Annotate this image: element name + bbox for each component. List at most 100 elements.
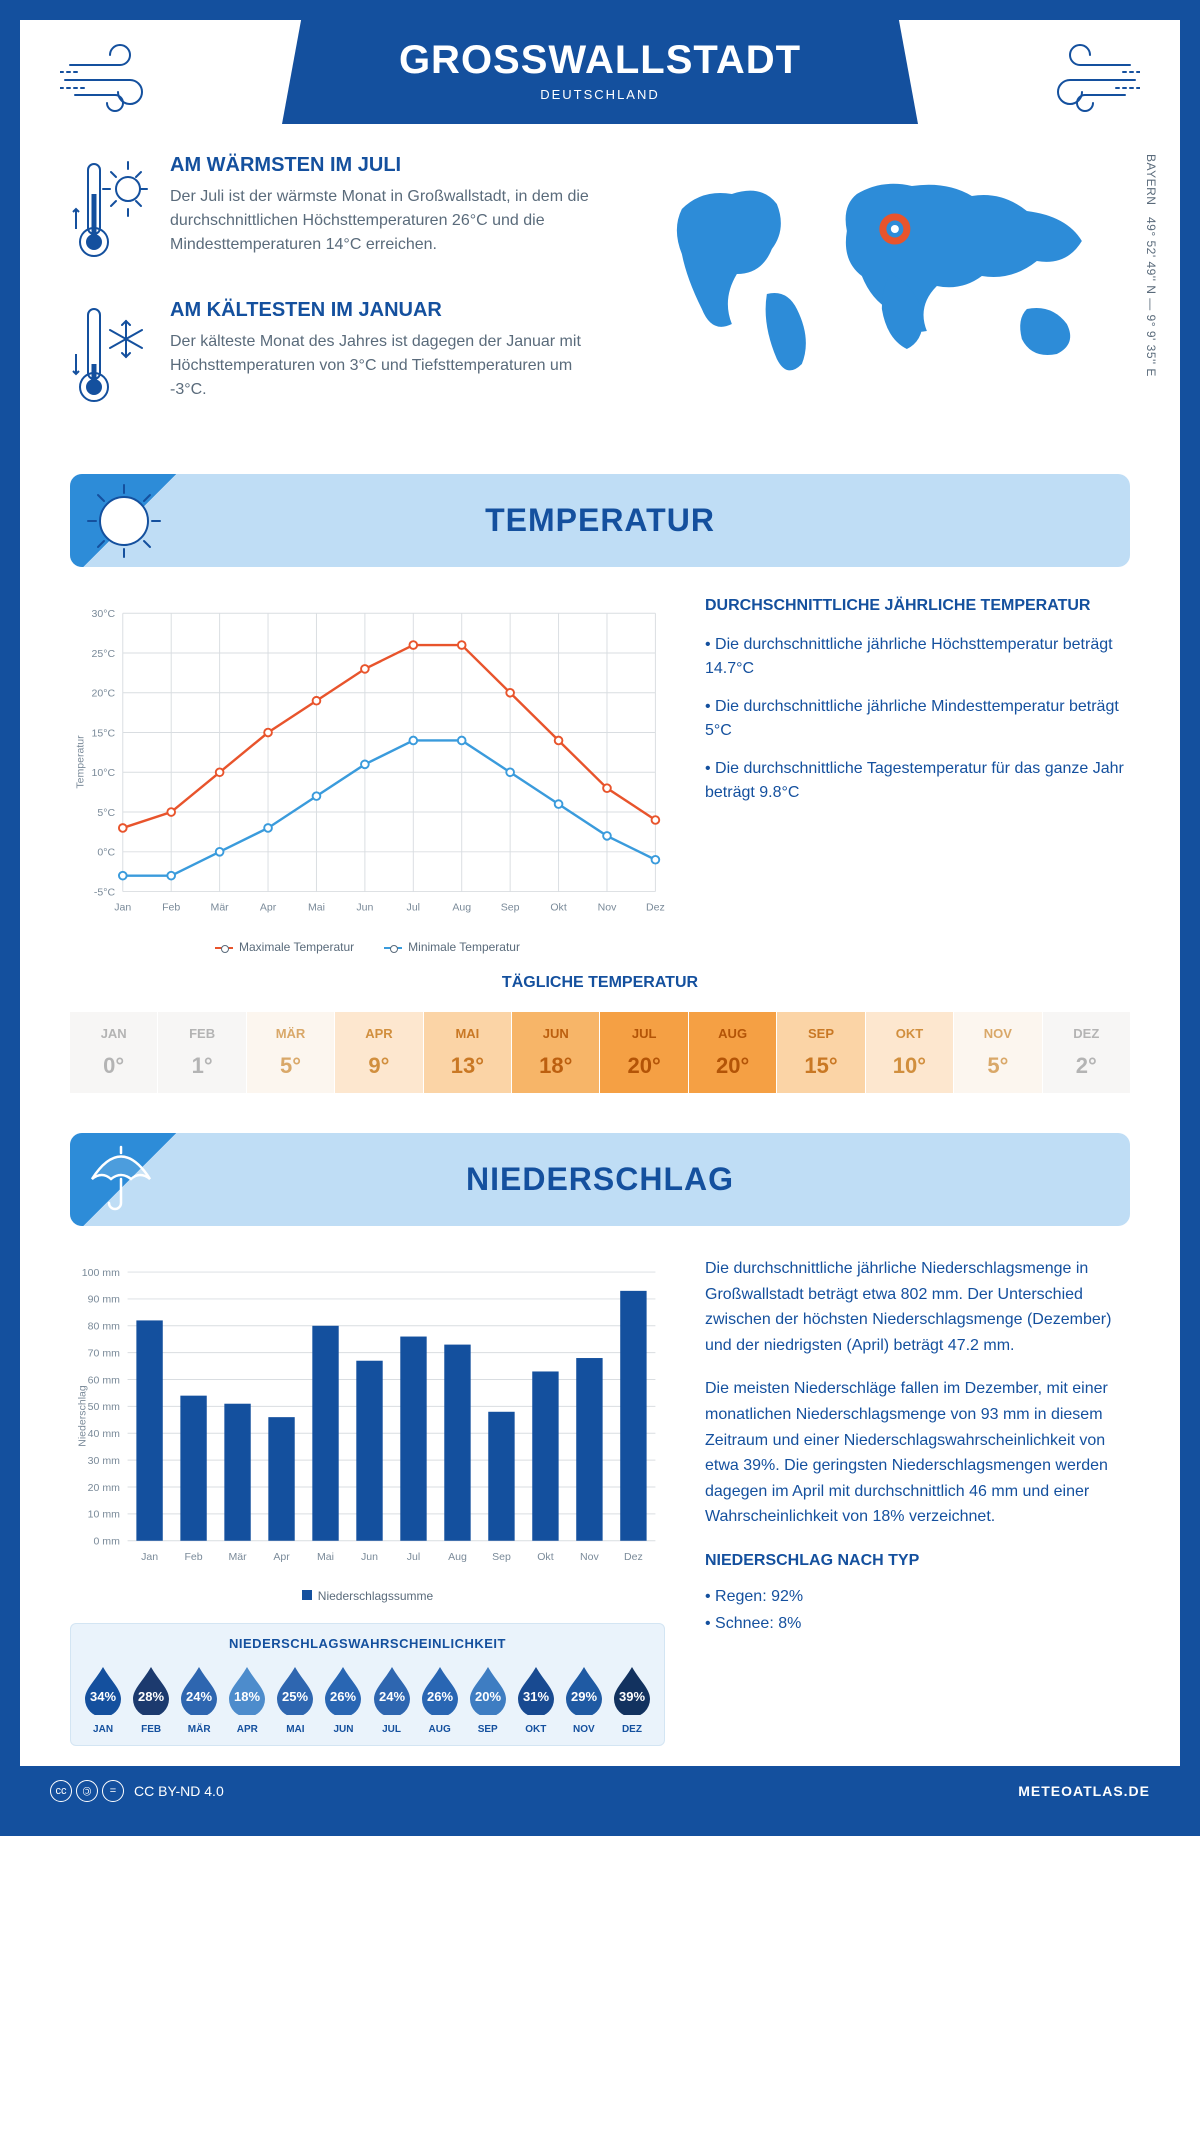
svg-text:Sep: Sep xyxy=(501,902,520,914)
precip-summary: Die durchschnittliche jährliche Niedersc… xyxy=(705,1256,1130,1746)
svg-text:Aug: Aug xyxy=(448,1551,467,1563)
world-map: BAYERN 49° 52' 49'' N — 9° 9' 35'' E xyxy=(644,154,1130,444)
svg-text:0°C: 0°C xyxy=(97,847,115,859)
section-temperature: TEMPERATUR xyxy=(70,474,1130,567)
precip-prob-drop: 24%MÄR xyxy=(177,1663,221,1735)
precip-prob-drop: 20%SEP xyxy=(466,1663,510,1735)
svg-text:Jul: Jul xyxy=(407,902,420,914)
daily-temp-cell: OKT10° xyxy=(866,1012,953,1093)
svg-text:5°C: 5°C xyxy=(97,807,115,819)
wind-icon xyxy=(60,40,170,120)
svg-text:Dez: Dez xyxy=(624,1551,643,1563)
svg-text:100 mm: 100 mm xyxy=(82,1267,120,1279)
svg-text:31%: 31% xyxy=(523,1689,549,1704)
svg-text:34%: 34% xyxy=(90,1689,116,1704)
cc-icons: cc🄯= xyxy=(50,1780,124,1802)
svg-text:39%: 39% xyxy=(619,1689,645,1704)
svg-text:Feb: Feb xyxy=(184,1551,202,1563)
svg-text:50 mm: 50 mm xyxy=(88,1401,120,1413)
header-banner: GROSSWALLSTADT DEUTSCHLAND xyxy=(282,20,918,124)
svg-text:25%: 25% xyxy=(282,1689,308,1704)
daily-temp-title: TÄGLICHE TEMPERATUR xyxy=(70,974,1130,992)
svg-text:10 mm: 10 mm xyxy=(88,1509,120,1521)
svg-text:Okt: Okt xyxy=(537,1551,553,1563)
svg-text:15°C: 15°C xyxy=(92,727,116,739)
svg-text:Jul: Jul xyxy=(407,1551,420,1563)
svg-text:Nov: Nov xyxy=(580,1551,599,1563)
svg-text:-5°C: -5°C xyxy=(94,886,116,898)
city-title: GROSSWALLSTADT xyxy=(282,38,918,83)
daily-temp-cell: NOV5° xyxy=(954,1012,1041,1093)
daily-temp-grid: JAN0°FEB1°MÄR5°APR9°MAI13°JUN18°JUL20°AU… xyxy=(70,1012,1130,1093)
daily-temp-cell: JUL20° xyxy=(600,1012,687,1093)
svg-text:Jan: Jan xyxy=(114,902,131,914)
coordinates: BAYERN 49° 52' 49'' N — 9° 9' 35'' E xyxy=(1144,154,1158,377)
svg-text:Jun: Jun xyxy=(356,902,373,914)
svg-text:Apr: Apr xyxy=(260,902,277,914)
umbrella-icon xyxy=(82,1141,160,1219)
cold-fact-title: AM KÄLTESTEN IM JANUAR xyxy=(170,299,604,322)
svg-text:Mai: Mai xyxy=(317,1551,334,1563)
svg-text:Aug: Aug xyxy=(452,902,471,914)
precip-prob-drop: 25%MAI xyxy=(273,1663,317,1735)
precip-bar-chart: 0 mm10 mm20 mm30 mm40 mm50 mm60 mm70 mm8… xyxy=(70,1256,665,1576)
svg-text:30°C: 30°C xyxy=(92,608,116,620)
daily-temp-cell: SEP15° xyxy=(777,1012,864,1093)
svg-text:40 mm: 40 mm xyxy=(88,1428,120,1440)
svg-text:25°C: 25°C xyxy=(92,648,116,660)
section-precip: NIEDERSCHLAG xyxy=(70,1133,1130,1226)
thermometer-sun-icon xyxy=(70,154,150,269)
svg-text:Apr: Apr xyxy=(273,1551,290,1563)
precip-legend: Niederschlagssumme xyxy=(70,1589,665,1603)
temperature-line-chart: -5°C 0°C 5°C 10°C 15°C 20°C 25°C 30°C Jan Feb Mär A… xyxy=(70,597,665,927)
daily-temp-cell: JAN0° xyxy=(70,1012,157,1093)
precip-prob-drop: 28%FEB xyxy=(129,1663,173,1735)
precip-prob-drop: 29%NOV xyxy=(562,1663,606,1735)
svg-text:18%: 18% xyxy=(234,1689,260,1704)
sun-icon xyxy=(82,479,166,563)
daily-temp-cell: MAI13° xyxy=(424,1012,511,1093)
svg-text:Okt: Okt xyxy=(550,902,566,914)
svg-text:29%: 29% xyxy=(571,1689,597,1704)
precip-prob-drop: 26%AUG xyxy=(418,1663,462,1735)
svg-text:10°C: 10°C xyxy=(92,767,116,779)
daily-temp-cell: JUN18° xyxy=(512,1012,599,1093)
daily-temp-cell: AUG20° xyxy=(689,1012,776,1093)
svg-text:Mär: Mär xyxy=(211,902,230,914)
svg-text:Feb: Feb xyxy=(162,902,180,914)
svg-text:26%: 26% xyxy=(427,1689,453,1704)
temp-legend: Maximale Temperatur Minimale Temperatur xyxy=(70,940,665,954)
svg-text:20%: 20% xyxy=(475,1689,501,1704)
svg-text:30 mm: 30 mm xyxy=(88,1455,120,1467)
precip-prob-drop: 26%JUN xyxy=(321,1663,365,1735)
svg-text:Jun: Jun xyxy=(361,1551,378,1563)
svg-text:Jan: Jan xyxy=(141,1551,158,1563)
svg-text:28%: 28% xyxy=(138,1689,164,1704)
svg-text:Mär: Mär xyxy=(228,1551,247,1563)
temperature-summary: DURCHSCHNITTLICHE JÄHRLICHE TEMPERATUR •… xyxy=(705,597,1130,954)
precip-prob-drop: 24%JUL xyxy=(369,1663,413,1735)
svg-text:26%: 26% xyxy=(330,1689,356,1704)
wind-icon xyxy=(1030,40,1140,120)
climate-facts: AM WÄRMSTEN IM JULI Der Juli ist der wär… xyxy=(70,154,604,444)
warm-fact-text: Der Juli ist der wärmste Monat in Großwa… xyxy=(170,185,604,257)
site-name: METEOATLAS.DE xyxy=(1018,1783,1150,1799)
precip-prob-drop: 18%APR xyxy=(225,1663,269,1735)
svg-text:70 mm: 70 mm xyxy=(88,1348,120,1360)
cold-fact-text: Der kälteste Monat des Jahres ist dagege… xyxy=(170,330,604,402)
precip-prob-drop: 34%JAN xyxy=(81,1663,125,1735)
precip-prob-drop: 39%DEZ xyxy=(610,1663,654,1735)
thermometer-snow-icon xyxy=(70,299,150,414)
precip-prob-drop: 31%OKT xyxy=(514,1663,558,1735)
country-subtitle: DEUTSCHLAND xyxy=(282,87,918,102)
svg-text:Mai: Mai xyxy=(308,902,325,914)
svg-text:60 mm: 60 mm xyxy=(88,1374,120,1386)
warm-fact-title: AM WÄRMSTEN IM JULI xyxy=(170,154,604,177)
daily-temp-cell: FEB1° xyxy=(158,1012,245,1093)
svg-text:20°C: 20°C xyxy=(92,688,116,700)
svg-text:80 mm: 80 mm xyxy=(88,1321,120,1333)
daily-temp-cell: DEZ2° xyxy=(1043,1012,1130,1093)
svg-text:24%: 24% xyxy=(379,1689,405,1704)
license-text: CC BY-ND 4.0 xyxy=(134,1783,224,1799)
svg-text:Niederschlag: Niederschlag xyxy=(76,1385,88,1447)
